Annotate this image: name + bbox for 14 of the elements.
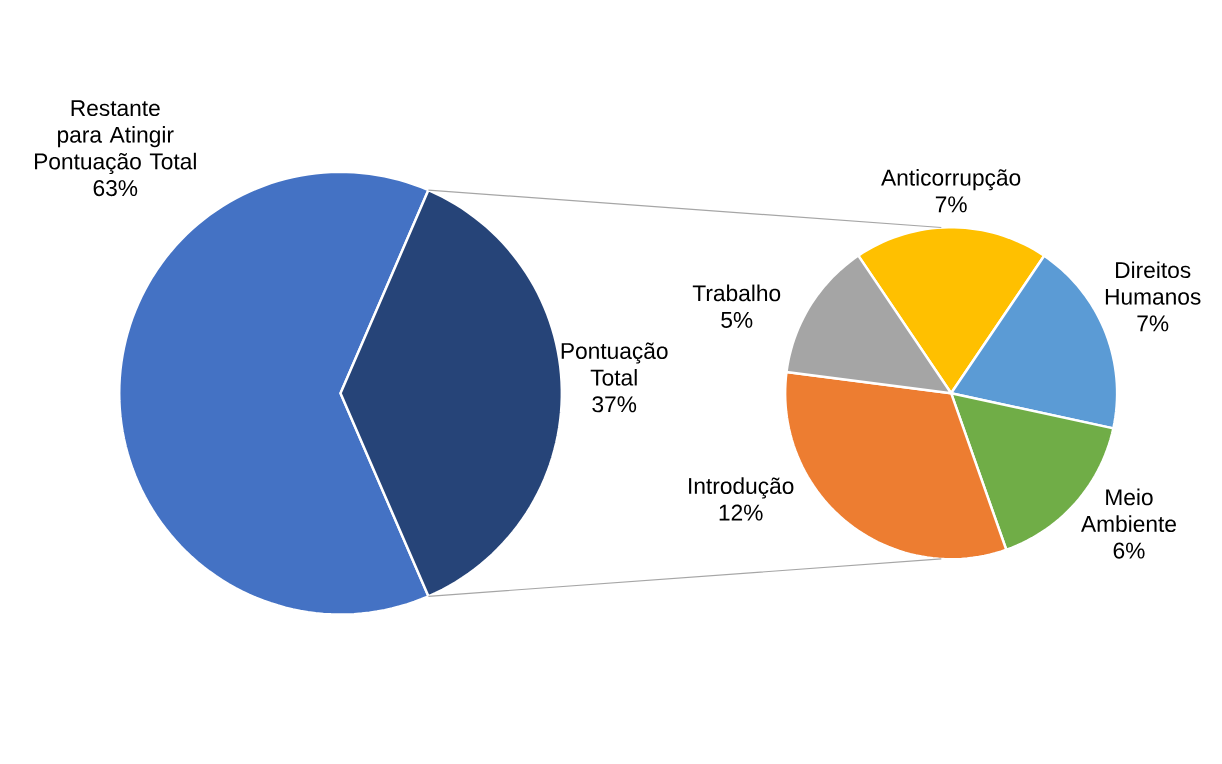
data-label: 6%	[1113, 542, 1145, 559]
data-label: 7%	[1137, 315, 1169, 332]
slice-label: Anticorrupção	[881, 169, 1021, 191]
data-label: 5%	[721, 312, 753, 329]
data-label: 7%	[935, 196, 967, 213]
slice-label: Meio Ambiente	[1081, 488, 1176, 533]
data-label: 12%	[719, 504, 763, 521]
slice-label: Direitos Humanos	[1105, 261, 1201, 305]
data-label: 37%	[592, 396, 637, 413]
slice-label: Trabalho	[692, 284, 781, 302]
slice-label: Restante para Atingir Pontuação Total	[35, 100, 196, 175]
data-label: 63%	[93, 180, 138, 197]
slice-label: Pontuação Total	[561, 342, 668, 386]
slice-label: Introdução	[689, 477, 794, 499]
